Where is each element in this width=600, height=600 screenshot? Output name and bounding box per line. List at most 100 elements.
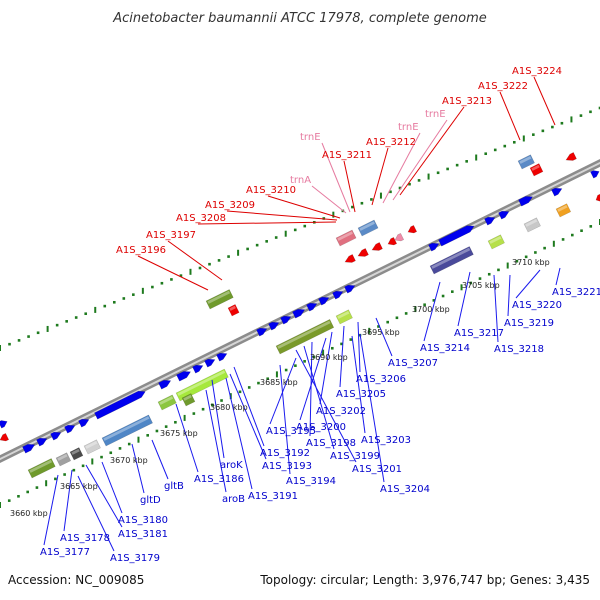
tick-dot (192, 412, 196, 415)
gene-label: A1S_3220 (512, 300, 562, 311)
reverse-gene-arrow (387, 236, 398, 246)
tick-dot (63, 473, 66, 476)
tick-dot (386, 320, 389, 324)
gene-block (227, 304, 240, 317)
leader-line (319, 331, 333, 405)
leader-line (233, 366, 265, 447)
leader-line (339, 325, 345, 388)
tick-dot (312, 355, 316, 359)
forward-gene-arrow (192, 364, 204, 374)
gene-block (181, 393, 196, 407)
forward-gene-arrow (551, 187, 563, 197)
leader-line (457, 271, 471, 327)
tick-dot (284, 230, 287, 237)
gene-block (205, 289, 234, 310)
tick-dot (266, 377, 269, 381)
forward-gene-arrow (318, 296, 330, 306)
tick-dot (303, 224, 307, 228)
reverse-gene-arrow (344, 254, 356, 263)
tick-dot (351, 205, 354, 209)
tick-dot (201, 407, 205, 411)
tick-dot (398, 186, 402, 190)
gene-label: aroK (220, 460, 243, 471)
leader-line (229, 373, 267, 460)
gene-block (523, 217, 541, 233)
tick-dot (349, 338, 353, 341)
tick-dot (475, 154, 478, 161)
leader-line (77, 475, 115, 552)
leader-line (343, 160, 356, 213)
scale-tick-label: 3680 kbp (210, 403, 248, 412)
gene-block (175, 368, 229, 402)
gene-label: A1S_3201 (352, 464, 402, 475)
leader-line (226, 210, 338, 221)
gene-label: A1S_3212 (366, 137, 416, 148)
gene-label: A1S_3202 (316, 406, 366, 417)
leader-line (303, 345, 335, 450)
tick-dot (247, 386, 251, 389)
tick-dot (560, 121, 564, 125)
reverse-gene-arrow (357, 248, 369, 257)
tick-dot (208, 262, 211, 266)
leader-line (267, 195, 341, 219)
tick-dot (174, 420, 177, 424)
leader-line (309, 341, 313, 437)
gene-label: A1S_3178 (60, 533, 110, 544)
leader-line (63, 469, 73, 532)
tick-dot (211, 403, 214, 407)
tick-dot (257, 381, 260, 385)
tick-dot (220, 399, 223, 402)
tick-dot (141, 287, 144, 294)
tick-dot (561, 238, 565, 241)
map-title: Acinetobacter baumannii ATCC 17978, comp… (112, 11, 487, 26)
leader-line (371, 147, 389, 206)
gene-label: A1S_3203 (361, 435, 411, 446)
tick-dot (27, 335, 30, 338)
gene-label: A1S_3200 (296, 422, 346, 433)
leader-line (311, 185, 347, 214)
tick-dot (100, 455, 103, 459)
leader-line (151, 439, 169, 480)
leader-line (131, 443, 145, 494)
tick-dot (160, 281, 164, 285)
tick-dot (414, 306, 417, 313)
leader-line (321, 142, 351, 213)
leader-line (359, 333, 385, 483)
topology-text: Topology: circular; Length: 3,976,747 bp… (260, 573, 590, 587)
tick-dot (265, 240, 268, 243)
forward-gene-arrow (306, 302, 318, 312)
reverse-gene-arrow (595, 193, 600, 202)
gene-block (487, 234, 505, 250)
forward-gene-arrow (216, 352, 228, 362)
gene-label: A1S_3195 (266, 426, 316, 437)
tick-dot (524, 255, 528, 259)
tick-dot (17, 494, 20, 498)
leader-line (101, 461, 123, 514)
gene-label: A1S_3196 (116, 245, 166, 256)
leader-line (375, 317, 393, 357)
tick-dot (229, 393, 232, 400)
tick-dot (441, 294, 445, 298)
leader-line (533, 76, 556, 126)
gene-label: A1S_3186 (194, 474, 244, 485)
tick-dot (46, 325, 49, 332)
scale-tick-label: 3665 kbp (60, 482, 98, 491)
leader-line (137, 255, 209, 291)
tick-dot (118, 447, 122, 450)
forward-gene-arrow (484, 216, 496, 226)
tick-dot (91, 458, 94, 465)
tick-dot (284, 368, 288, 372)
forward-gene-arrow (22, 443, 36, 454)
tick-dot (465, 160, 468, 163)
gene-block (27, 458, 56, 479)
gene-label: A1S_3206 (356, 374, 406, 385)
tick-dot (522, 135, 525, 142)
gene-label: trnE (398, 122, 419, 133)
gene-block (357, 219, 379, 237)
gene-label: A1S_3193 (262, 461, 312, 472)
tick-dot (189, 268, 192, 275)
gene-labels: A1S_3224 A1S_3222 A1S_3213 trnE trnE A1S_3212… (40, 66, 600, 564)
leader-line (225, 377, 253, 490)
tick-dot (493, 148, 497, 152)
leader-line (507, 274, 511, 317)
